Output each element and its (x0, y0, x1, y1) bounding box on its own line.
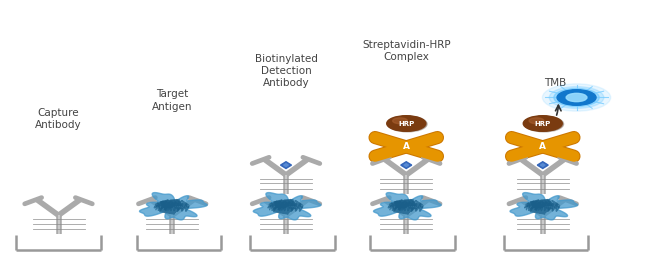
Text: HRP: HRP (534, 120, 551, 127)
Circle shape (557, 90, 596, 105)
Circle shape (393, 118, 408, 124)
Polygon shape (510, 193, 578, 220)
Circle shape (554, 88, 599, 107)
Circle shape (525, 116, 564, 132)
Text: Capture
Antibody: Capture Antibody (35, 108, 82, 130)
Polygon shape (401, 162, 411, 168)
Circle shape (566, 93, 587, 102)
Polygon shape (283, 164, 289, 167)
Circle shape (549, 87, 604, 108)
Text: HRP: HRP (398, 120, 415, 127)
Text: A: A (403, 142, 410, 151)
Circle shape (529, 118, 544, 124)
Text: Biotinylated
Detection
Antibody: Biotinylated Detection Antibody (255, 54, 317, 88)
Circle shape (387, 116, 426, 131)
Circle shape (388, 116, 427, 132)
Polygon shape (254, 193, 321, 220)
Polygon shape (404, 164, 409, 167)
Polygon shape (281, 162, 291, 168)
Text: Streptavidin-HRP
Complex: Streptavidin-HRP Complex (362, 40, 450, 62)
Polygon shape (374, 193, 441, 220)
Circle shape (542, 84, 610, 111)
Polygon shape (540, 164, 545, 167)
Text: TMB: TMB (544, 79, 566, 88)
Polygon shape (140, 193, 207, 220)
Polygon shape (538, 162, 548, 168)
Text: Target
Antigen: Target Antigen (152, 89, 192, 112)
Circle shape (523, 116, 562, 131)
Text: A: A (540, 142, 546, 151)
